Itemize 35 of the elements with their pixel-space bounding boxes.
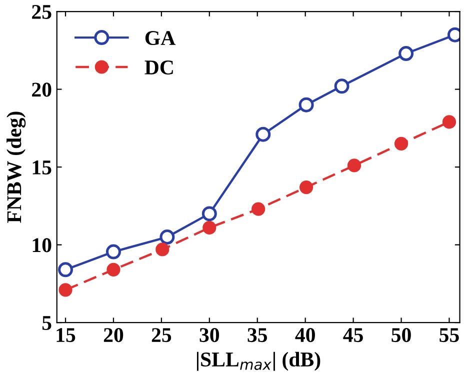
point: [106, 262, 120, 276]
x-tick-label: 45: [343, 328, 363, 342]
x-tick-label: 35: [248, 328, 268, 342]
point: [202, 206, 217, 222]
point: [442, 115, 456, 129]
legend-label: GA: [145, 31, 176, 46]
x-tick-label: 25: [152, 328, 172, 342]
x-tick-label: 15: [56, 328, 76, 342]
x-tick-label: 30: [200, 328, 220, 342]
y-tick-label: 20: [32, 82, 52, 97]
legend-label: DC: [144, 60, 173, 74]
point: [298, 97, 314, 112]
point: [160, 230, 175, 245]
point: [156, 242, 170, 256]
point: [252, 202, 266, 216]
point: [106, 244, 121, 260]
point: [256, 126, 271, 142]
x-axis-title: |SLL$_{max}$| (dB): [196, 352, 320, 371]
point: [398, 46, 414, 62]
point: [347, 158, 362, 172]
y-tick-label: 5: [42, 316, 52, 330]
point: [202, 220, 216, 234]
point: [299, 180, 314, 194]
x-tick-label: 40: [295, 328, 315, 342]
y-tick-label: 10: [32, 238, 52, 252]
x-tick-label: 20: [104, 328, 124, 342]
y-tick-label: 25: [32, 4, 52, 19]
point: [58, 283, 72, 297]
x-tick-label: 50: [392, 328, 411, 342]
point: [58, 262, 74, 278]
x-tick-label: 55: [440, 328, 459, 342]
point: [394, 136, 408, 151]
y-axis-title: FNBW (deg): [6, 112, 26, 223]
y-tick-label: 15: [32, 160, 52, 174]
point: [334, 78, 350, 94]
